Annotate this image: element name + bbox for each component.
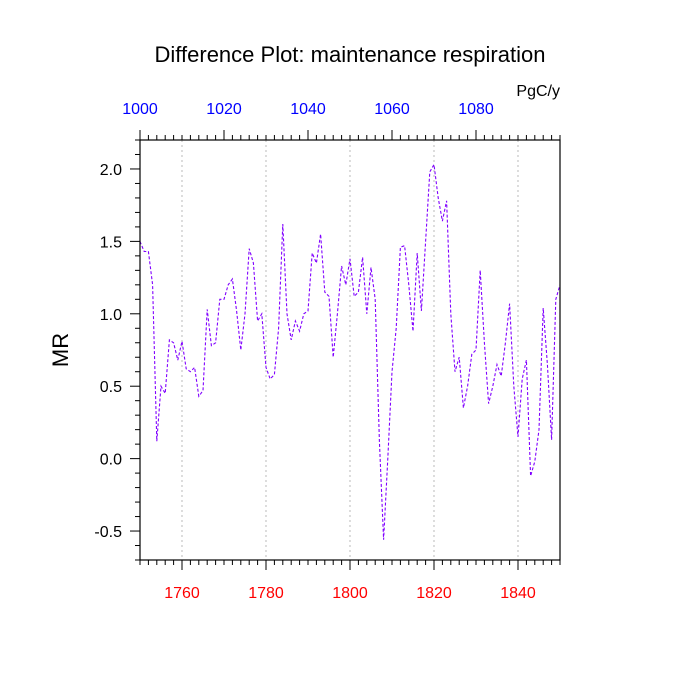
top-tick-label: 1040 bbox=[290, 101, 326, 118]
top-tick-label: 1080 bbox=[458, 101, 494, 118]
y-tick-label: -0.5 bbox=[94, 524, 122, 541]
y-tick-label: 0.0 bbox=[100, 452, 122, 469]
bottom-tick-label: 1840 bbox=[500, 585, 536, 602]
series-line bbox=[139, 162, 561, 540]
y-tick-label: 1.0 bbox=[100, 307, 122, 324]
y-tick-label: 1.5 bbox=[100, 234, 122, 251]
bottom-tick-label: 1800 bbox=[332, 585, 368, 602]
axis-ticks bbox=[130, 130, 561, 570]
chart-title: Difference Plot: maintenance respiration bbox=[155, 42, 546, 67]
y-tick-label: 2.0 bbox=[100, 162, 122, 179]
top-tick-label: 1000 bbox=[122, 101, 158, 118]
series-layer bbox=[139, 162, 561, 540]
top-tick-label: 1060 bbox=[374, 101, 410, 118]
grid-lines bbox=[181, 140, 519, 560]
tick-labels: 1760 1780 1800 1820 1840 1000 1020 1040 1060 1080… bbox=[94, 101, 535, 602]
bottom-tick-label: 1760 bbox=[164, 585, 200, 602]
bottom-tick-label: 1820 bbox=[416, 585, 452, 602]
top-tick-label: 1020 bbox=[206, 101, 242, 118]
y-axis-label: MR bbox=[48, 333, 73, 367]
plot-frame bbox=[139, 139, 561, 561]
units-label: PgC/y bbox=[516, 83, 560, 100]
bottom-tick-label: 1780 bbox=[248, 585, 284, 602]
y-tick-label: 0.5 bbox=[100, 379, 122, 396]
